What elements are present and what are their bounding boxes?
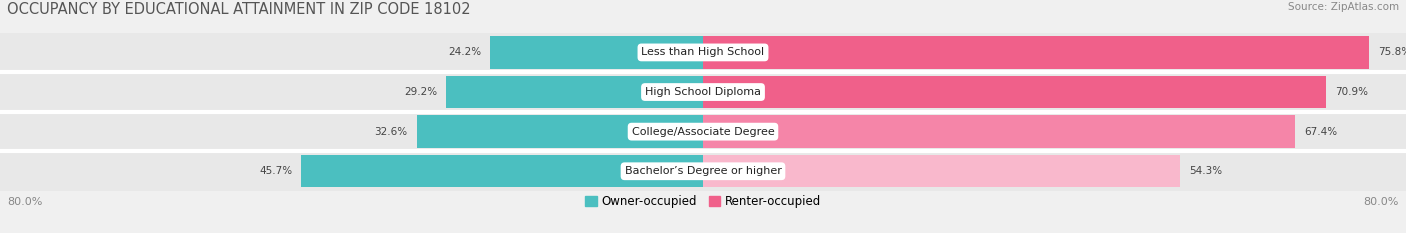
Bar (703, 155, 1180, 188)
Bar (703, 115, 1295, 148)
Bar (301, 155, 703, 188)
Text: High School Diploma: High School Diploma (645, 87, 761, 97)
Text: Less than High School: Less than High School (641, 48, 765, 57)
Bar (416, 115, 703, 148)
Bar (491, 36, 703, 69)
Text: 54.3%: 54.3% (1189, 166, 1222, 176)
Bar (703, 36, 1369, 69)
Legend: Owner-occupied, Renter-occupied: Owner-occupied, Renter-occupied (585, 195, 821, 208)
Text: Source: ZipAtlas.com: Source: ZipAtlas.com (1288, 2, 1399, 12)
Text: 29.2%: 29.2% (405, 87, 437, 97)
Text: 24.2%: 24.2% (449, 48, 481, 57)
Bar (0, 33, 1406, 72)
Text: 75.8%: 75.8% (1378, 48, 1406, 57)
Text: 45.7%: 45.7% (260, 166, 292, 176)
Text: 70.9%: 70.9% (1334, 87, 1368, 97)
Text: 80.0%: 80.0% (7, 197, 42, 206)
Bar (0, 112, 1406, 151)
Bar (703, 76, 1326, 108)
Text: College/Associate Degree: College/Associate Degree (631, 127, 775, 137)
Text: 32.6%: 32.6% (374, 127, 408, 137)
Bar (447, 76, 703, 108)
Bar (0, 151, 1406, 191)
Text: OCCUPANCY BY EDUCATIONAL ATTAINMENT IN ZIP CODE 18102: OCCUPANCY BY EDUCATIONAL ATTAINMENT IN Z… (7, 2, 471, 17)
Text: 80.0%: 80.0% (1364, 197, 1399, 206)
Bar (0, 72, 1406, 112)
Text: Bachelor’s Degree or higher: Bachelor’s Degree or higher (624, 166, 782, 176)
Text: 67.4%: 67.4% (1305, 127, 1337, 137)
